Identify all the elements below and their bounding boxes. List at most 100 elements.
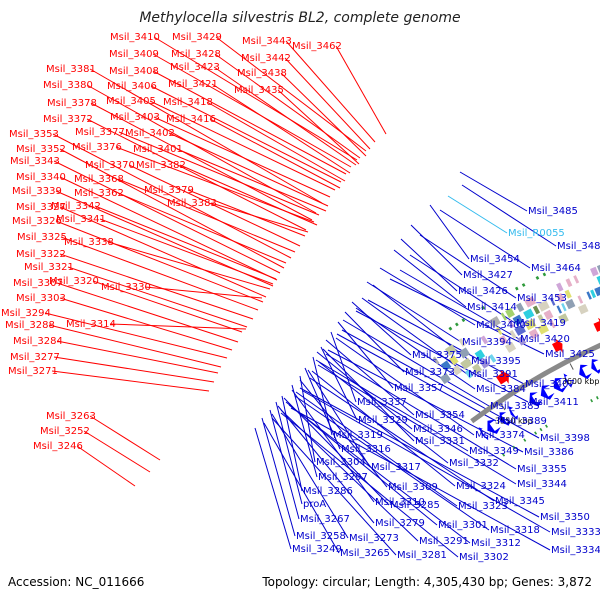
reverse-gene-label[interactable]: Msil_3411 (529, 397, 579, 408)
reverse-gene-label[interactable]: Msil_3464 (531, 263, 581, 274)
reverse-gene-label[interactable]: Msil_3425 (545, 349, 595, 360)
forward-gene-label[interactable]: Msil_3401 (133, 144, 183, 155)
reverse-gene-label[interactable]: Msil_3323 (458, 501, 508, 512)
reverse-gene-label[interactable]: Msil_3324 (456, 481, 506, 492)
reverse-gene-label[interactable]: Msil_3355 (517, 464, 567, 475)
forward-gene-label[interactable]: Msil_3284 (13, 336, 63, 347)
forward-gene-label[interactable]: Msil_3462 (292, 41, 342, 52)
reverse-gene-label[interactable]: Msil_3267 (300, 514, 350, 525)
forward-gene-label[interactable]: Msil_3423 (170, 62, 220, 73)
reverse-gene-label[interactable]: Msil_3389 (497, 416, 547, 427)
forward-gene-label[interactable]: Msil_3443 (242, 36, 292, 47)
forward-gene-label[interactable]: Msil_3435 (234, 85, 284, 96)
forward-gene-label[interactable]: Msil_3338 (64, 237, 114, 248)
reverse-gene-label[interactable]: Msil_3398 (540, 433, 590, 444)
reverse-gene-label[interactable]: Msil_3334 (551, 545, 600, 556)
reverse-gene-label[interactable]: Msil_3373 (405, 367, 455, 378)
reverse-gene-label[interactable]: Msil_3333 (551, 527, 600, 538)
forward-gene-label[interactable]: Msil_3343 (10, 156, 60, 167)
forward-gene-label[interactable]: Msil_3378 (47, 98, 97, 109)
forward-gene-label[interactable]: Msil_3379 (144, 185, 194, 196)
forward-gene-label[interactable]: Msil_3340 (16, 172, 66, 183)
reverse-gene-label[interactable]: Msil_3310 (375, 497, 425, 508)
forward-gene-label[interactable]: Msil_3288 (5, 320, 55, 331)
forward-gene-label[interactable]: Msil_3376 (72, 142, 122, 153)
forward-gene-label[interactable]: Msil_3352 (16, 144, 66, 155)
forward-gene-label[interactable]: Msil_3341 (56, 214, 106, 225)
reverse-gene-label[interactable]: Msil_3400 (476, 320, 526, 331)
forward-gene-label[interactable]: Msil_3294 (1, 308, 51, 319)
forward-gene-label[interactable]: Msil_3428 (171, 49, 221, 60)
forward-gene-label[interactable]: Msil_3383 (167, 198, 217, 209)
forward-gene-label[interactable]: Msil_3368 (74, 174, 124, 185)
forward-gene-label[interactable]: Msil_3418 (163, 97, 213, 108)
forward-gene-label[interactable]: Msil_3382 (136, 160, 186, 171)
reverse-gene-label[interactable]: Msil_3485 (528, 206, 578, 217)
forward-gene-label[interactable]: Msil_3421 (168, 79, 218, 90)
reverse-gene-label[interactable]: Msil_3453 (517, 293, 567, 304)
reverse-gene-label[interactable]: Msil_3374 (475, 430, 525, 441)
reverse-gene-label[interactable]: Msil_3344 (517, 479, 567, 490)
reverse-gene-label[interactable]: Msil_3286 (303, 486, 353, 497)
reverse-gene-label[interactable]: Msil_3375 (412, 350, 462, 361)
reverse-gene-label[interactable]: Msil_3297 (318, 472, 368, 483)
forward-gene-label[interactable]: Msil_3271 (8, 366, 58, 377)
forward-gene-label[interactable]: Msil_3314 (66, 319, 116, 330)
reverse-gene-label[interactable]: Msil_3291 (419, 536, 469, 547)
reverse-gene-label[interactable]: Msil_3394 (462, 337, 512, 348)
reverse-gene-label[interactable]: Msil_3484 (557, 241, 600, 252)
reverse-gene-label[interactable]: Msil_3354 (415, 410, 465, 421)
reverse-gene-label[interactable]: Msil_3301 (438, 520, 488, 531)
forward-gene-label[interactable]: Msil_3381 (46, 64, 96, 75)
reverse-gene-label[interactable]: Msil_3454 (470, 254, 520, 265)
forward-gene-label[interactable]: Msil_3429 (172, 32, 222, 43)
reverse-gene-label[interactable]: Msil_3249 (292, 544, 342, 555)
reverse-gene-label[interactable]: Msil_3395 (471, 356, 521, 367)
reverse-gene-label[interactable]: Msil_3337 (357, 397, 407, 408)
forward-gene-label[interactable]: Msil_3377 (75, 127, 125, 138)
reverse-gene-label[interactable]: Msil_3312 (471, 538, 521, 549)
forward-gene-label[interactable]: Msil_3362 (74, 188, 124, 199)
forward-gene-label[interactable]: Msil_3372 (43, 114, 93, 125)
reverse-gene-label[interactable]: Msil_3414 (467, 302, 517, 313)
forward-gene-label[interactable]: Msil_3410 (110, 32, 160, 43)
forward-gene-label[interactable]: Msil_3416 (166, 114, 216, 125)
reverse-gene-label[interactable]: Msil_3302 (459, 552, 509, 563)
forward-gene-label[interactable]: Msil_3405 (106, 96, 156, 107)
forward-gene-label[interactable]: Msil_3322 (16, 249, 66, 260)
reverse-gene-label[interactable]: Msil_3345 (495, 496, 545, 507)
reverse-gene-label[interactable]: Msil_3419 (516, 318, 566, 329)
forward-gene-label[interactable]: Msil_3330 (101, 282, 151, 293)
forward-gene-label[interactable]: Msil_3380 (43, 80, 93, 91)
reverse-gene-label[interactable]: proA (303, 499, 326, 510)
reverse-gene-label[interactable]: Msil_3350 (540, 512, 590, 523)
forward-gene-label[interactable]: Msil_3406 (107, 81, 157, 92)
reverse-gene-label[interactable]: Msil_3332 (449, 458, 499, 469)
forward-gene-label[interactable]: Msil_3409 (109, 49, 159, 60)
forward-gene-label[interactable]: Msil_3342 (51, 201, 101, 212)
forward-gene-label[interactable]: Msil_3353 (9, 129, 59, 140)
forward-gene-label[interactable]: Msil_3438 (237, 68, 287, 79)
reverse-gene-label[interactable]: Msil_3285 (390, 500, 440, 511)
reverse-gene-label[interactable]: Msil_3407 (525, 379, 575, 390)
reverse-gene-label[interactable]: Msil_3329 (358, 415, 408, 426)
reverse-gene-label[interactable]: Msil_3385 (490, 401, 540, 412)
reverse-gene-label[interactable]: Msil_3281 (397, 550, 447, 561)
forward-gene-label[interactable]: Msil_3325 (17, 232, 67, 243)
reverse-gene-label[interactable]: Msil_3273 (349, 533, 399, 544)
forward-gene-label[interactable]: Msil_3320 (49, 276, 99, 287)
reverse-gene-label[interactable]: Msil_3258 (296, 531, 346, 542)
reverse-gene-label[interactable]: Msil_3386 (524, 447, 574, 458)
forward-gene-label[interactable]: Msil_3408 (109, 66, 159, 77)
reverse-gene-label[interactable]: Msil_3317 (371, 462, 421, 473)
forward-gene-label[interactable]: Msil_3246 (33, 441, 83, 452)
forward-gene-label[interactable]: Msil_3403 (110, 112, 160, 123)
reverse-gene-label[interactable]: Msil_3384 (476, 384, 526, 395)
forward-gene-label[interactable]: Msil_3326 (12, 216, 62, 227)
reverse-gene-label[interactable]: Msil_3391 (468, 369, 518, 380)
reverse-gene-label[interactable]: Msil_3426 (458, 286, 508, 297)
reverse-gene-label[interactable]: Msil_3309 (388, 482, 438, 493)
reverse-gene-label[interactable]: Msil_3331 (415, 436, 465, 447)
forward-gene-label[interactable]: Msil_3252 (40, 426, 90, 437)
reverse-gene-label[interactable]: Msil_3279 (375, 518, 425, 529)
